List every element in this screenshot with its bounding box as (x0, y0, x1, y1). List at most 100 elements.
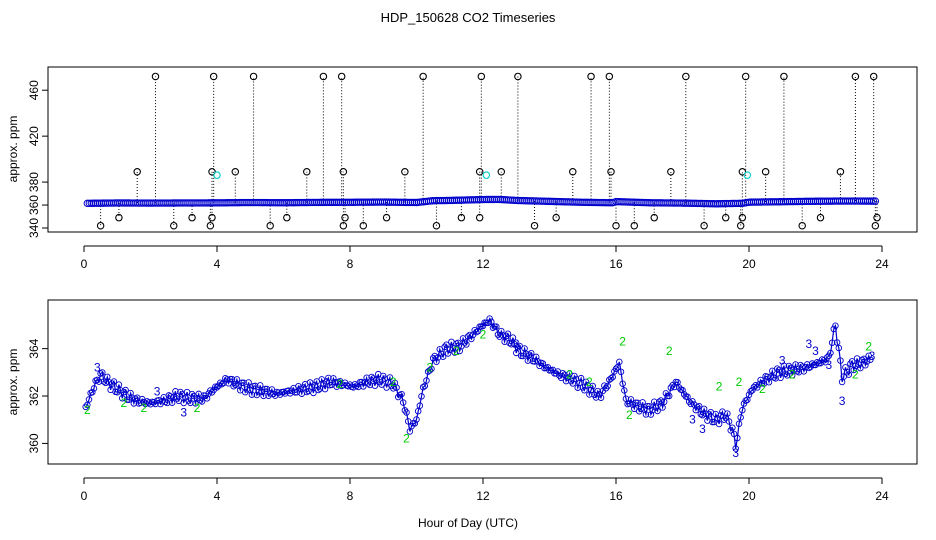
series-point (338, 382, 345, 390)
series-point (855, 361, 862, 368)
top-x-tick-label: 0 (81, 257, 88, 271)
series-point (132, 395, 139, 402)
spike-point (650, 213, 658, 222)
series-point (581, 386, 588, 394)
series-point (466, 331, 473, 339)
series-point (642, 411, 650, 418)
spike-point (569, 167, 577, 176)
series-point (373, 376, 380, 384)
series-point (474, 327, 482, 335)
series-point (330, 375, 337, 382)
series-point (755, 381, 763, 388)
series-point (867, 356, 874, 363)
series-point (498, 327, 505, 335)
series-point (371, 382, 379, 389)
digit-label: 2 (619, 335, 626, 349)
spike-point (741, 72, 750, 81)
series-point (657, 397, 665, 404)
digit-label: 2 (789, 368, 796, 382)
series-point (788, 372, 796, 379)
series-point (857, 364, 864, 372)
series-point (795, 368, 803, 376)
series-point (592, 394, 600, 401)
spike-point (457, 213, 466, 222)
series-point (109, 380, 116, 387)
series-point (228, 375, 236, 383)
digit-label: 2 (865, 339, 872, 353)
series-point (639, 399, 646, 406)
series-point (532, 353, 540, 361)
series-point (429, 354, 437, 362)
series-point (862, 362, 869, 369)
series-point (488, 318, 495, 326)
series-point (431, 352, 439, 360)
series-point (366, 381, 374, 389)
spike-point (605, 72, 614, 81)
spike-point (530, 221, 539, 230)
series-point (655, 398, 663, 406)
series-point (539, 360, 547, 367)
series-point (456, 347, 463, 355)
series-point (772, 375, 779, 382)
series-point (443, 341, 450, 349)
series-point (140, 398, 148, 406)
series-point (526, 351, 533, 359)
series-point (117, 387, 124, 394)
series-point (94, 376, 101, 384)
series-point (739, 406, 746, 414)
main-series-point (871, 197, 880, 205)
series-point (777, 374, 784, 382)
series-point (782, 370, 789, 378)
digit-label: 2 (566, 368, 573, 382)
series-point (90, 385, 98, 392)
series-point (403, 409, 410, 416)
series-point (747, 388, 754, 395)
digit-label: 2 (453, 344, 460, 358)
series-point (519, 352, 527, 360)
series-point (597, 394, 605, 401)
series-point (193, 395, 201, 402)
series-point (368, 373, 375, 381)
spike-point (700, 221, 708, 230)
spike-point (851, 72, 860, 81)
digit-label: 2 (426, 361, 433, 375)
series-point (612, 365, 620, 373)
spike-point (151, 72, 160, 81)
series-point (516, 342, 523, 350)
series-point (484, 319, 492, 327)
series-point (584, 382, 591, 389)
digit-label: 2 (121, 396, 128, 410)
series-point (365, 380, 372, 387)
spike-point (477, 72, 486, 81)
top-plot-frame (47, 66, 918, 233)
digit-label: 3 (825, 358, 832, 372)
series-point (155, 396, 163, 404)
series-point (401, 407, 409, 414)
series-point (444, 350, 452, 357)
series-point (230, 382, 237, 390)
top-y-tick-label: 460 (27, 80, 41, 100)
series-point (172, 388, 179, 395)
bottom-x-tick-label: 8 (347, 489, 354, 503)
series-point (634, 399, 641, 407)
series-point (479, 322, 487, 330)
series-point (122, 386, 129, 394)
series-point (564, 374, 572, 381)
series-point (152, 400, 159, 408)
series-point (823, 354, 831, 361)
digit-label: 3 (513, 337, 520, 351)
series-point (489, 324, 497, 331)
digit-label: 3 (812, 344, 819, 358)
series-point (582, 378, 590, 386)
series-point (724, 410, 731, 417)
series-point (715, 420, 723, 428)
series-point (626, 400, 633, 407)
series-point (449, 345, 457, 352)
series-point (95, 378, 103, 385)
series-point (572, 375, 580, 383)
series-point (127, 389, 134, 397)
spike-point (497, 167, 506, 176)
spike-point (816, 213, 825, 222)
top-y-tick-label: 340 (27, 218, 41, 238)
